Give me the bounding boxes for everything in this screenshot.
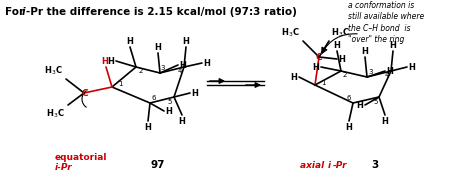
Text: 2: 2	[343, 72, 347, 78]
Text: i: i	[328, 161, 331, 170]
Text: i: i	[22, 7, 26, 17]
Text: H: H	[180, 60, 186, 70]
Text: H: H	[382, 117, 388, 126]
Text: 4: 4	[178, 68, 182, 74]
Text: 1: 1	[321, 80, 325, 86]
Text: H: H	[390, 41, 396, 50]
Text: C: C	[316, 52, 322, 61]
Text: H: H	[334, 41, 340, 50]
Text: 3: 3	[371, 160, 379, 170]
Text: H: H	[387, 66, 393, 75]
Text: H: H	[191, 89, 199, 98]
Text: H: H	[101, 56, 109, 65]
Text: H: H	[182, 36, 190, 46]
Text: 5: 5	[374, 99, 378, 105]
Text: H$_3$C: H$_3$C	[282, 26, 300, 39]
Text: 6: 6	[347, 95, 351, 101]
Text: H: H	[409, 63, 415, 71]
Text: H: H	[346, 122, 353, 132]
Text: 97: 97	[151, 160, 165, 170]
Text: H: H	[312, 63, 319, 71]
Text: 5: 5	[168, 99, 172, 105]
Text: 4: 4	[385, 72, 389, 78]
Text: H: H	[179, 117, 185, 126]
Text: a conformation is
still available where
the C–H bond  is
"over" the ring: a conformation is still available where …	[348, 1, 424, 44]
Text: -Pr: -Pr	[333, 161, 347, 170]
Text: 3: 3	[161, 65, 165, 71]
Text: H: H	[108, 56, 114, 65]
Text: H: H	[155, 42, 162, 51]
Text: 6: 6	[152, 95, 156, 101]
Text: H: H	[127, 36, 134, 46]
Text: H: H	[356, 100, 364, 109]
Text: axial: axial	[300, 161, 328, 170]
Text: H: H	[362, 46, 368, 55]
Text: equatorial: equatorial	[55, 153, 108, 162]
Text: H$_3$C: H$_3$C	[331, 26, 350, 39]
Text: H$_3$C: H$_3$C	[45, 65, 63, 77]
Text: i-Pr: i-Pr	[55, 163, 73, 172]
Text: -Pr the difference is 2.15 kcal/mol (97:3 ratio): -Pr the difference is 2.15 kcal/mol (97:…	[27, 7, 297, 17]
Text: H$_3$C: H$_3$C	[46, 107, 65, 119]
Text: H: H	[291, 73, 298, 81]
Text: 1: 1	[118, 81, 122, 87]
Text: H: H	[165, 107, 173, 116]
Text: H: H	[338, 55, 346, 64]
Text: H: H	[203, 59, 210, 68]
Text: 2: 2	[139, 68, 143, 74]
Text: For: For	[5, 7, 28, 17]
Text: C: C	[82, 89, 88, 98]
Text: H: H	[145, 122, 151, 132]
Text: 3: 3	[369, 69, 373, 75]
